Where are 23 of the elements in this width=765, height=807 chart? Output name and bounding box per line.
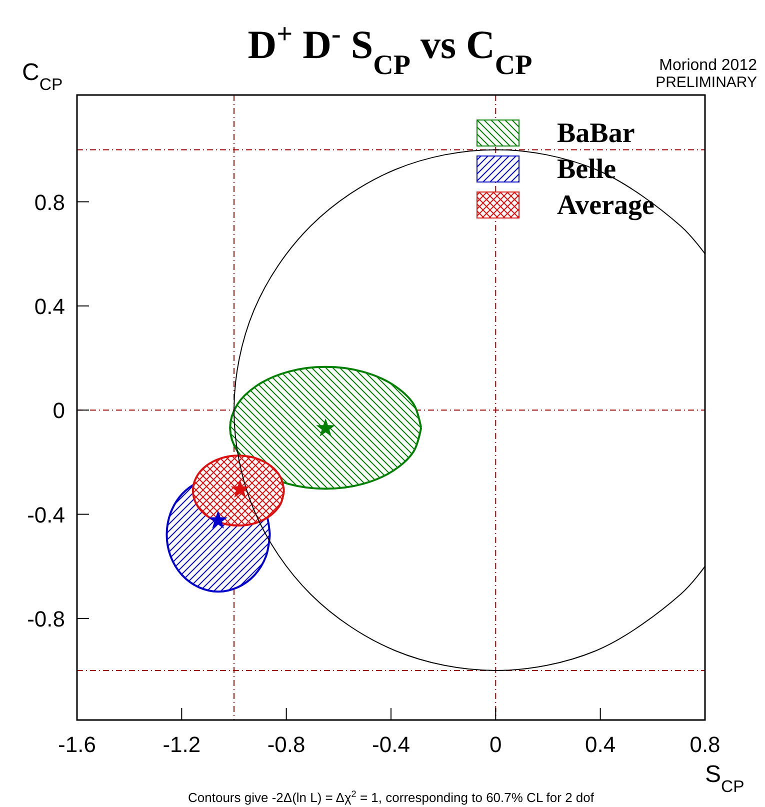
x-tick-label: 0	[490, 732, 502, 757]
x-axis-title: S$_{CP}$	[705, 761, 744, 796]
legend-label: Average	[557, 190, 654, 221]
point	[316, 418, 336, 436]
y-tick-label: -0.8	[27, 606, 65, 632]
text: PRELIMINARY	[656, 74, 757, 91]
legend-label: BaBar	[557, 118, 635, 149]
x-tick-label: -0.8	[267, 732, 306, 757]
x-tick-label: 0.4	[585, 732, 616, 757]
x-tick-label: -1.6	[58, 732, 96, 757]
text: Moriond 2012	[659, 57, 758, 74]
point	[208, 510, 228, 529]
y-tick-label: 0.8	[34, 190, 65, 215]
y-tick-label: 0	[52, 398, 65, 424]
x-tick-label: -0.4	[372, 732, 410, 757]
point	[230, 480, 250, 498]
x-tick-label: -1.2	[162, 732, 201, 757]
text: Contours give -2Δ(ln L) = Δχ$^{2}$ = 1, corresponding to 60.7% CL for 2 dof	[188, 789, 594, 805]
chart-title: D$^{+}$ D$^{-}$ S$_{CP}$ vs C$_{CP}$	[248, 18, 532, 80]
y-tick-label: 0.4	[34, 294, 65, 319]
x-tick-label: 0.8	[690, 732, 720, 757]
y-axis-title: C$_{CP}$	[22, 59, 63, 94]
y-tick-label: -0.4	[27, 502, 65, 528]
